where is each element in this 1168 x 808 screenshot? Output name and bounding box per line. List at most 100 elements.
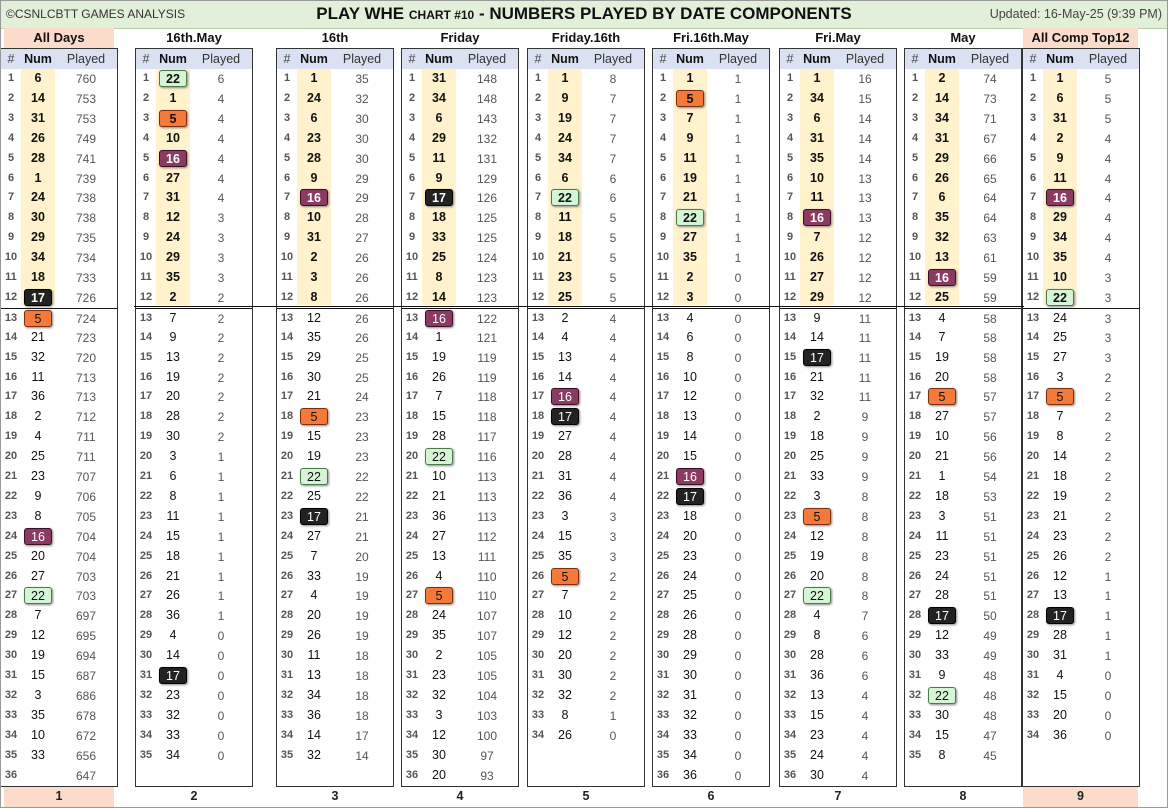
- table-row: 18 28 2: [136, 407, 252, 427]
- num-cell: 35: [935, 210, 949, 225]
- rank-cell: 6: [283, 171, 291, 184]
- table-row: 6 11 4: [1023, 169, 1139, 189]
- num-cell: 2: [813, 409, 821, 424]
- num-cell: 7: [34, 608, 42, 623]
- table-header: # Num Played: [277, 49, 393, 69]
- rank-cell: 1: [142, 72, 150, 84]
- rank-cell: 9: [1029, 231, 1037, 244]
- table-row: 33 3 103: [402, 706, 518, 726]
- table-row: 22 8 1: [136, 487, 252, 507]
- table-header: # Num Played: [780, 49, 896, 69]
- played-cell: 30: [355, 131, 369, 146]
- rank-cell: 24: [908, 529, 922, 542]
- rank-cell: 35: [656, 748, 670, 761]
- rank-cell: 26: [656, 569, 670, 582]
- table-row: 8 22 1: [653, 208, 769, 228]
- table-row: 10 21 5: [528, 248, 644, 268]
- played-cell: 12: [858, 271, 872, 285]
- num-cell: 16: [928, 269, 956, 286]
- rank-cell: 33: [656, 708, 670, 721]
- table-row: 16 26 119: [402, 368, 518, 388]
- table-row: 21 6 1: [136, 467, 252, 487]
- num-cell: 10: [432, 469, 446, 483]
- num-cell: 36: [683, 767, 697, 782]
- table-row: 34 33 0: [136, 726, 252, 746]
- table-row: 23 18 0: [653, 507, 769, 527]
- rank-cell: 36: [405, 768, 419, 781]
- num-cell: 21: [935, 449, 949, 464]
- rank-cell: 18: [280, 410, 294, 423]
- rank-cell: 3: [142, 111, 150, 124]
- played-header: Played: [845, 52, 885, 66]
- table-row: 33 36 18: [277, 706, 393, 726]
- played-cell: 1: [217, 489, 225, 504]
- played-cell: 28: [355, 211, 369, 226]
- played-cell: 2: [1104, 450, 1112, 465]
- played-cell: 71: [983, 111, 997, 126]
- played-cell: 2: [609, 649, 617, 664]
- table-row: 27 25 0: [653, 586, 769, 606]
- rank-cell: 8: [7, 211, 15, 224]
- rank-cell: 4: [283, 131, 291, 144]
- table-row: 9 34 4: [1023, 228, 1139, 248]
- column-title: 16th.May: [166, 30, 222, 45]
- rank-cell: 18: [139, 410, 153, 423]
- num-cell: 28: [432, 429, 446, 444]
- num-cell: 18: [432, 210, 446, 225]
- rank-cell: 11: [5, 271, 17, 283]
- rank-cell: 27: [405, 589, 419, 602]
- played-cell: 4: [861, 728, 869, 743]
- played-cell: 0: [734, 430, 742, 445]
- rank-cell: 9: [534, 231, 542, 244]
- table-row: 26 24 0: [653, 567, 769, 587]
- rank-cell: 33: [531, 708, 545, 721]
- rank-cell: 10: [531, 251, 545, 264]
- num-cell: 12: [432, 727, 446, 742]
- rank-cell: 15: [4, 350, 18, 363]
- table-row: 25 35 3: [528, 547, 644, 567]
- top12-highlight: [800, 69, 834, 305]
- rank-cell: 5: [911, 151, 919, 164]
- rank-cell: 23: [908, 509, 922, 522]
- played-cell: 116: [477, 450, 497, 465]
- num-cell: 25: [935, 289, 949, 304]
- rank-cell: 14: [405, 330, 419, 343]
- rank-cell: 5: [408, 151, 416, 164]
- rank-cell: 14: [531, 330, 545, 343]
- rank-cell: 21: [1026, 470, 1040, 482]
- played-cell: 19: [355, 609, 369, 624]
- num-cell: 26: [432, 369, 446, 384]
- rank-cell: 29: [4, 629, 18, 642]
- played-cell: 25: [355, 350, 369, 365]
- table-row: 16 3 2: [1023, 368, 1139, 388]
- played-cell: 4: [861, 748, 869, 763]
- num-cell: 17: [928, 607, 956, 625]
- played-cell: 4: [609, 430, 617, 445]
- rank-cell: 15: [280, 350, 294, 363]
- num-cell: 10: [166, 130, 180, 145]
- played-cell: 720: [75, 350, 97, 365]
- num-cell: 30: [166, 429, 180, 444]
- table-row: 1 1 8: [528, 69, 644, 89]
- played-cell: 4: [1104, 231, 1112, 246]
- num-cell: 26: [558, 727, 572, 742]
- played-cell: 704: [75, 529, 97, 544]
- played-header: Played: [201, 52, 241, 66]
- num-cell: 9: [435, 170, 443, 185]
- played-cell: 0: [734, 271, 742, 285]
- rank-cell: 15: [656, 350, 670, 363]
- played-cell: 0: [734, 529, 742, 544]
- played-cell: 103: [476, 708, 498, 723]
- played-cell: 25: [355, 370, 369, 385]
- played-cell: 54: [983, 470, 997, 484]
- rank-cell: 7: [911, 191, 919, 204]
- played-cell: 0: [734, 330, 742, 345]
- rank-cell: 28: [531, 609, 545, 622]
- played-cell: 105: [476, 669, 498, 683]
- rank-cell: 7: [142, 191, 150, 204]
- num-cell: 5: [24, 309, 52, 327]
- table-row: 6 6 6: [528, 169, 644, 189]
- played-cell: 32: [355, 91, 369, 106]
- table-row: 4 29 132: [402, 129, 518, 149]
- num-cell: 36: [558, 488, 572, 503]
